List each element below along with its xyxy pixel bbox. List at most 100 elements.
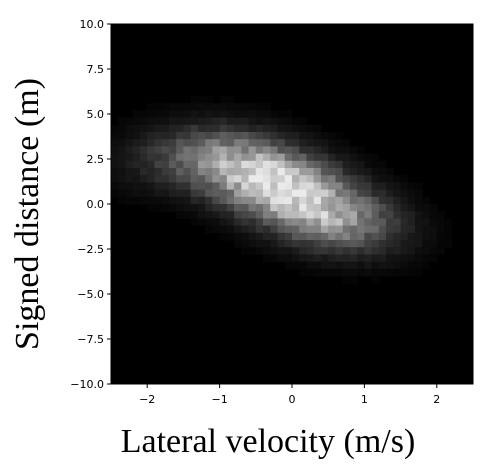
heatmap-cell xyxy=(306,168,315,176)
heatmap-cell xyxy=(400,196,409,205)
heatmap-cell xyxy=(263,225,271,234)
heatmap-cell xyxy=(328,160,336,169)
heatmap-cell xyxy=(139,175,148,183)
heatmap-cell xyxy=(147,124,155,133)
heatmap-cell xyxy=(357,153,365,162)
heatmap-cell xyxy=(241,146,250,155)
heatmap-cell xyxy=(147,139,155,147)
heatmap-cell xyxy=(371,168,380,176)
heatmap-cell xyxy=(212,103,221,111)
heatmap-cell xyxy=(212,153,221,162)
heatmap-cell xyxy=(320,139,329,147)
heatmap-cell xyxy=(313,247,322,255)
heatmap-cell xyxy=(328,182,336,191)
heatmap-cell xyxy=(415,196,423,205)
heatmap-cell xyxy=(226,182,235,191)
heatmap-cell xyxy=(378,211,387,219)
heatmap-cell xyxy=(154,204,163,212)
heatmap-cell xyxy=(313,189,322,198)
heatmap-cell xyxy=(241,182,250,191)
heatmap-cell xyxy=(263,103,271,111)
heatmap-cell xyxy=(226,139,235,147)
heatmap-cell xyxy=(371,211,380,219)
heatmap-cell xyxy=(277,160,286,169)
heatmap-cell xyxy=(342,268,351,277)
heatmap-cell xyxy=(415,247,423,255)
heatmap-cell xyxy=(168,160,177,169)
heatmap-cell xyxy=(328,189,336,198)
heatmap-cell xyxy=(168,139,177,147)
heatmap-cell xyxy=(255,240,264,248)
heatmap-cell xyxy=(226,175,235,183)
heatmap-cell xyxy=(349,261,358,270)
heatmap-cell xyxy=(277,240,286,248)
heatmap-cell xyxy=(415,182,423,191)
heatmap-cell xyxy=(226,168,235,176)
heatmap-cell xyxy=(364,211,373,219)
heatmap-cell xyxy=(306,124,315,133)
heatmap-cell xyxy=(241,189,250,198)
heatmap-cell xyxy=(378,261,387,270)
heatmap-cell xyxy=(132,182,141,191)
heatmap-cell xyxy=(183,168,192,176)
heatmap-cell xyxy=(335,175,344,183)
heatmap-cell xyxy=(284,196,293,205)
heatmap-cell xyxy=(292,153,300,162)
heatmap-cell xyxy=(111,160,119,169)
heatmap-cell xyxy=(226,232,235,241)
heatmap-cell xyxy=(342,139,351,147)
heatmap-cell xyxy=(212,117,221,126)
heatmap-cell xyxy=(132,153,141,162)
heatmap-cell xyxy=(183,196,192,205)
heatmap-cell xyxy=(306,247,315,255)
heatmap-cell xyxy=(349,268,358,277)
heatmap-cell xyxy=(306,211,315,219)
heatmap-cell xyxy=(111,124,119,133)
heatmap-cell xyxy=(154,139,163,147)
heatmap-cell xyxy=(147,182,155,191)
heatmap-cell xyxy=(349,196,358,205)
heatmap-cell xyxy=(205,196,213,205)
heatmap-cell xyxy=(313,204,322,212)
heatmap-cell xyxy=(415,268,423,277)
heatmap-cell xyxy=(386,218,394,227)
heatmap-cell xyxy=(263,182,271,191)
heatmap-cell xyxy=(306,153,315,162)
heatmap-cell xyxy=(292,261,300,270)
heatmap-cell xyxy=(212,211,221,219)
heatmap-cell xyxy=(168,146,177,155)
heatmap-cell xyxy=(299,232,307,241)
heatmap-cell xyxy=(400,232,409,241)
heatmap-cell xyxy=(270,211,279,219)
heatmap-cell xyxy=(270,254,279,263)
heatmap-cell xyxy=(415,232,423,241)
heatmap-cell xyxy=(139,146,148,155)
heatmap-cell xyxy=(255,204,264,212)
heatmap-cell xyxy=(190,139,199,147)
heatmap-cell xyxy=(248,110,257,119)
heatmap-cell xyxy=(429,254,438,263)
heatmap-cell xyxy=(190,182,199,191)
heatmap-cell xyxy=(234,124,242,133)
heatmap-cell xyxy=(407,254,416,263)
heatmap-cell xyxy=(190,168,199,176)
heatmap-cell xyxy=(364,225,373,234)
heatmap-cell xyxy=(241,204,250,212)
heatmap-cell xyxy=(393,254,402,263)
heatmap-cell xyxy=(386,189,394,198)
heatmap-cell xyxy=(284,232,293,241)
heatmap-cell xyxy=(306,139,315,147)
heatmap-cell xyxy=(393,175,402,183)
heatmap-cell xyxy=(139,124,148,133)
heatmap-cell xyxy=(371,268,380,277)
heatmap-cell xyxy=(292,247,300,255)
heatmap-cell xyxy=(277,196,286,205)
heatmap-cell xyxy=(219,146,228,155)
heatmap-cell xyxy=(284,189,293,198)
heatmap-cell xyxy=(263,232,271,241)
heatmap-cell xyxy=(349,218,358,227)
heatmap-cell xyxy=(161,132,170,140)
heatmap-cell xyxy=(255,247,264,255)
heatmap-cell xyxy=(284,168,293,176)
heatmap-cell xyxy=(263,204,271,212)
